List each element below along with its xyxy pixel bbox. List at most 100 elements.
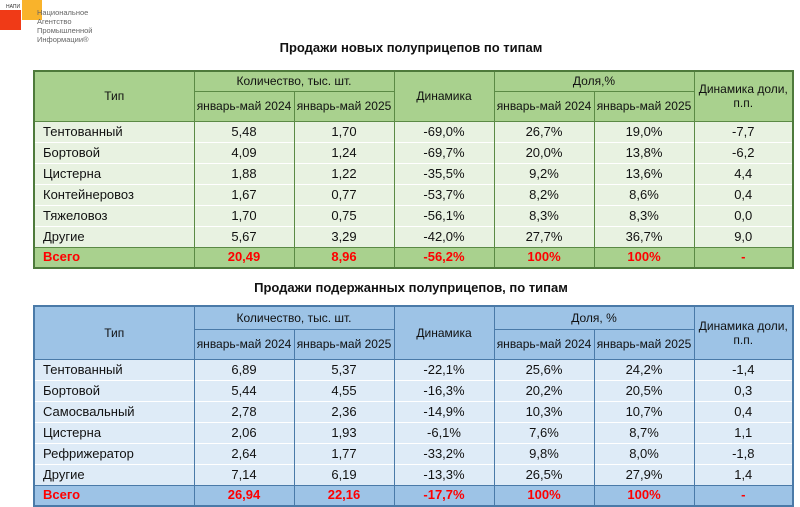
cell-qty-2024: 2,06 [193, 421, 295, 443]
cell-share-dynamics: -1,8 [693, 442, 794, 464]
cell-share-2024: 9,8% [493, 442, 595, 464]
header-period-2024: январь-май 2024 [493, 328, 595, 360]
total-row: Всего 20,49 8,96 -56,2% 100% 100% - [33, 246, 794, 268]
cell-share-2025: 24,2% [593, 358, 695, 380]
cell-dynamics: -22,1% [393, 358, 495, 380]
cell-qty-2024: 1,70 [193, 204, 295, 226]
used-trailers-title: Продажи подержанных полуприцепов, по тип… [254, 280, 568, 295]
cell-qty-2025: 1,24 [293, 141, 395, 163]
cell-share-2025: 13,8% [593, 141, 695, 163]
total-type: Всего [33, 484, 195, 506]
cell-qty-2025: 1,93 [293, 421, 395, 443]
logo-abbr: НАПИ [6, 4, 21, 10]
table-row: Тяжеловоз 1,70 0,75 -56,1% 8,3% 8,3% 0,0 [33, 204, 794, 226]
table-row: Другие 5,67 3,29 -42,0% 27,7% 36,7% 9,0 [33, 225, 794, 247]
header-quantity: Количество, тыс. шт. [193, 305, 395, 330]
cell-share-2025: 8,3% [593, 204, 695, 226]
cell-share-2024: 8,2% [493, 183, 595, 205]
cell-dynamics: -33,2% [393, 442, 495, 464]
header-share-dynamics: Динамика доли, п.п. [693, 305, 794, 360]
total-dynamics: -17,7% [393, 484, 495, 506]
cell-share-dynamics: 0,4 [693, 400, 794, 422]
total-qty-2024: 20,49 [193, 246, 295, 268]
header-period-2025: январь-май 2025 [293, 90, 395, 122]
total-qty-2025: 8,96 [293, 246, 395, 268]
cell-share-2025: 20,5% [593, 379, 695, 401]
total-dynamics: -56,2% [393, 246, 495, 268]
cell-dynamics: -69,7% [393, 141, 495, 163]
cell-share-dynamics: 4,4 [693, 162, 794, 184]
table-row: Бортовой 5,44 4,55 -16,3% 20,2% 20,5% 0,3 [33, 379, 794, 401]
table-row: Контейнеровоз 1,67 0,77 -53,7% 8,2% 8,6% 0,4 [33, 183, 794, 205]
cell-type: Бортовой [33, 379, 195, 401]
cell-dynamics: -13,3% [393, 463, 495, 485]
header-row-1: Тип Количество, тыс. шт. Динамика Доля, % Ди… [33, 305, 794, 360]
cell-type: Цистерна [33, 421, 195, 443]
cell-share-2025: 10,7% [593, 400, 695, 422]
total-share-2024: 100% [493, 246, 595, 268]
header-share: Доля,% [493, 70, 695, 92]
cell-type: Контейнеровоз [33, 183, 195, 205]
cell-share-2025: 27,9% [593, 463, 695, 485]
table-row: Другие 7,14 6,19 -13,3% 26,5% 27,9% 1,4 [33, 463, 794, 485]
cell-type: Тентованный [33, 120, 195, 142]
cell-type: Бортовой [33, 141, 195, 163]
total-share-dynamics: - [693, 246, 794, 268]
cell-type: Другие [33, 463, 195, 485]
cell-qty-2024: 5,48 [193, 120, 295, 142]
table-row: Самосвальный 2,78 2,36 -14,9% 10,3% 10,7% 0,4 [33, 400, 794, 422]
cell-dynamics: -16,3% [393, 379, 495, 401]
cell-share-2024: 25,6% [493, 358, 595, 380]
cell-share-dynamics: 1,1 [693, 421, 794, 443]
table-row: Цистерна 2,06 1,93 -6,1% 7,6% 8,7% 1,1 [33, 421, 794, 443]
cell-dynamics: -35,5% [393, 162, 495, 184]
header-row-1: Тип Количество, тыс. шт. Динамика Доля,% Дин… [33, 70, 794, 122]
header-period-2024: январь-май 2024 [193, 90, 295, 122]
cell-qty-2024: 1,88 [193, 162, 295, 184]
cell-dynamics: -14,9% [393, 400, 495, 422]
cell-qty-2025: 5,37 [293, 358, 395, 380]
cell-qty-2024: 5,67 [193, 225, 295, 247]
cell-qty-2025: 0,77 [293, 183, 395, 205]
cell-type: Другие [33, 225, 195, 247]
cell-share-2024: 20,0% [493, 141, 595, 163]
cell-qty-2024: 2,64 [193, 442, 295, 464]
cell-share-dynamics: -7,7 [693, 120, 794, 142]
table-row: Бортовой 4,09 1,24 -69,7% 20,0% 13,8% -6,2 [33, 141, 794, 163]
cell-qty-2024: 6,89 [193, 358, 295, 380]
cell-qty-2025: 3,29 [293, 225, 395, 247]
header-quantity: Количество, тыс. шт. [193, 70, 395, 92]
table-row: Рефрижератор 2,64 1,77 -33,2% 9,8% 8,0% -1,8 [33, 442, 794, 464]
header-period-2024: январь-май 2024 [193, 328, 295, 360]
total-qty-2025: 22,16 [293, 484, 395, 506]
cell-qty-2025: 1,77 [293, 442, 395, 464]
cell-qty-2024: 2,78 [193, 400, 295, 422]
logo-red-square [0, 10, 21, 30]
cell-share-dynamics: -6,2 [693, 141, 794, 163]
logo-orange-square [22, 0, 42, 20]
header-period-2024: январь-май 2024 [493, 90, 595, 122]
cell-dynamics: -53,7% [393, 183, 495, 205]
cell-share-2024: 9,2% [493, 162, 595, 184]
table-row: Тентованный 5,48 1,70 -69,0% 26,7% 19,0% -7,7 [33, 120, 794, 142]
cell-share-dynamics: -1,4 [693, 358, 794, 380]
cell-share-dynamics: 0,4 [693, 183, 794, 205]
cell-dynamics: -56,1% [393, 204, 495, 226]
cell-qty-2024: 7,14 [193, 463, 295, 485]
cell-share-dynamics: 9,0 [693, 225, 794, 247]
header-row-2: январь-май 2024 январь-май 2025 январь-май… [34, 328, 793, 360]
new-trailers-title: Продажи новых полуприцепов по типам [279, 40, 543, 55]
header-type: Тип [33, 305, 195, 360]
total-share-dynamics: - [693, 484, 794, 506]
total-type: Всего [33, 246, 195, 268]
cell-qty-2025: 1,22 [293, 162, 395, 184]
table-row: Тентованный 6,89 5,37 -22,1% 25,6% 24,2% -1,4 [33, 358, 794, 380]
used-trailers-table: Тип Количество, тыс. шт. Динамика Доля, % Ди… [33, 305, 795, 507]
total-share-2025: 100% [593, 484, 695, 506]
cell-share-dynamics: 0,0 [693, 204, 794, 226]
cell-share-2025: 36,7% [593, 225, 695, 247]
cell-qty-2025: 2,36 [293, 400, 395, 422]
header-dynamics: Динамика [393, 70, 495, 122]
cell-type: Цистерна [33, 162, 195, 184]
cell-qty-2025: 0,75 [293, 204, 395, 226]
